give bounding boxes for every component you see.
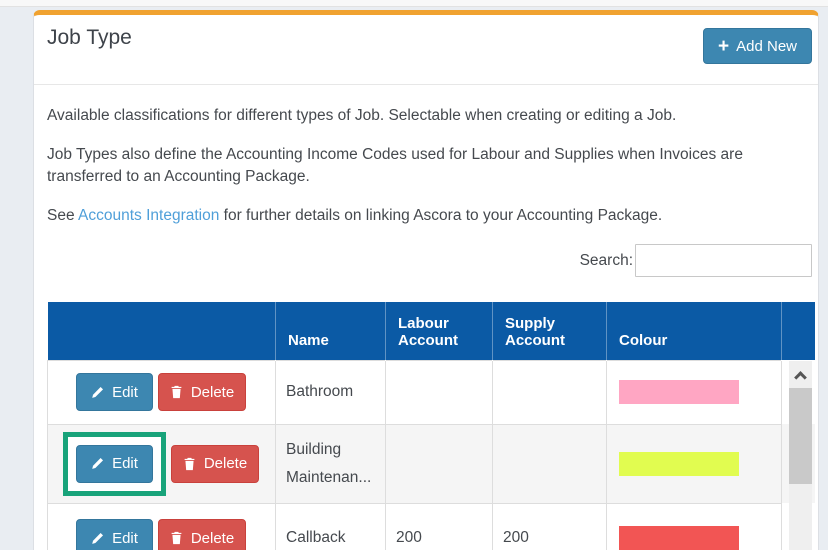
job-type-table-wrap: Name Labour Account Supply Account Colou…	[47, 302, 815, 550]
add-new-button[interactable]: + Add New	[703, 28, 812, 64]
scroll-up-button[interactable]	[789, 361, 812, 388]
description-paragraph-1: Available classifications for different …	[47, 107, 677, 124]
description-paragraph-3: See Accounts Integration for further det…	[47, 207, 663, 224]
delete-button[interactable]: Delete	[171, 444, 259, 483]
trash-icon	[171, 385, 182, 399]
table-header-row: Name Labour Account Supply Account Colou…	[47, 302, 815, 360]
trash-icon	[184, 457, 195, 470]
colour-swatch	[619, 380, 739, 404]
job-type-card: Job Type + Add New Available classificat…	[33, 10, 819, 550]
table-row: Edit Delete Building Maintenan...	[47, 423, 815, 504]
chevron-up-icon	[794, 370, 807, 384]
search-label: Search:	[579, 251, 633, 269]
trash-icon	[171, 531, 182, 545]
labour-account-cell	[385, 423, 493, 504]
colour-cell	[606, 359, 782, 425]
page-title: Job Type	[47, 26, 132, 49]
colour-swatch	[619, 526, 739, 550]
table-scrollbar[interactable]	[789, 361, 812, 550]
accounts-integration-link[interactable]: Accounts Integration	[78, 207, 220, 224]
colour-swatch	[619, 451, 739, 476]
header-colour: Colour	[606, 302, 782, 360]
pencil-icon	[92, 457, 104, 469]
top-bar	[0, 0, 828, 7]
search-input[interactable]	[635, 244, 812, 277]
labour-account-cell	[385, 359, 493, 425]
name-cell: Callback	[275, 502, 386, 550]
description-block: Available classifications for different …	[47, 105, 812, 227]
delete-button[interactable]: Delete	[158, 519, 246, 550]
edit-button-highlight-box: Edit	[63, 431, 166, 496]
add-new-label: Add New	[736, 37, 797, 55]
table-row: Edit Delete Callback 200 200	[47, 502, 815, 550]
supply-account-cell: 200	[492, 502, 607, 550]
header-supply-account: Supply Account	[492, 302, 607, 360]
header-name: Name	[275, 302, 386, 360]
edit-button[interactable]: Edit	[76, 373, 153, 411]
scrollbar-thumb[interactable]	[789, 388, 812, 484]
plus-icon: +	[718, 35, 730, 57]
supply-account-cell	[492, 423, 607, 504]
labour-account-cell: 200	[385, 502, 493, 550]
name-cell: Building Maintenan...	[275, 423, 386, 504]
description-paragraph-2: Job Types also define the Accounting Inc…	[47, 146, 743, 185]
search-row: Search:	[47, 244, 812, 277]
colour-cell	[606, 502, 782, 550]
edit-button[interactable]: Edit	[76, 519, 153, 550]
name-cell: Bathroom	[275, 359, 386, 425]
card-header: Job Type + Add New	[34, 15, 818, 85]
colour-cell	[606, 423, 782, 504]
pencil-icon	[92, 532, 104, 544]
delete-button[interactable]: Delete	[158, 373, 246, 411]
supply-account-cell	[492, 359, 607, 425]
edit-button[interactable]: Edit	[76, 444, 153, 483]
job-type-table: Name Labour Account Supply Account Colou…	[47, 302, 815, 550]
table-row: Edit Delete Bathroom	[47, 359, 815, 425]
header-actions	[47, 302, 276, 360]
header-labour-account: Labour Account	[385, 302, 493, 360]
pencil-icon	[92, 386, 104, 398]
header-scroll-spacer	[781, 302, 815, 360]
